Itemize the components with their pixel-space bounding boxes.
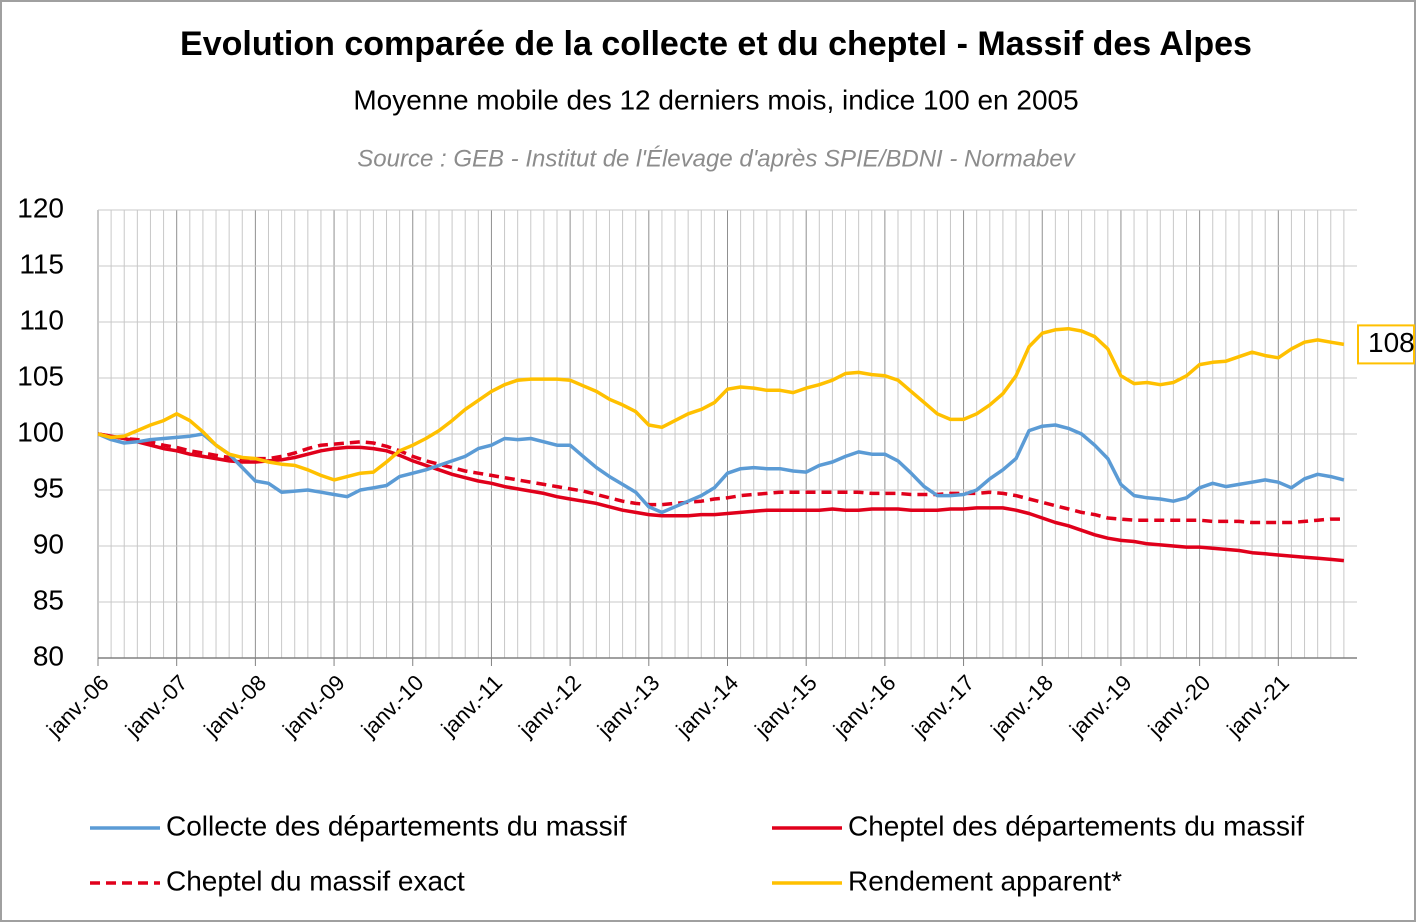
legend-label: Rendement apparent* xyxy=(848,865,1122,896)
series-line xyxy=(97,423,1345,515)
series-line xyxy=(97,432,1344,525)
y-tick-label: 110 xyxy=(19,304,64,335)
legend-label: Cheptel des départements du massif xyxy=(848,810,1304,841)
y-tick-label: 115 xyxy=(19,248,64,279)
chart-title: Evolution comparée de la collecte et du … xyxy=(180,25,1252,63)
y-tick-label: 100 xyxy=(17,416,64,447)
data-label: 108 xyxy=(1368,327,1415,358)
y-tick-label: 85 xyxy=(33,584,64,615)
y-tick-label: 105 xyxy=(17,360,64,391)
y-tick-label: 80 xyxy=(33,640,64,671)
series-line xyxy=(97,326,1345,482)
y-tick-label: 120 xyxy=(17,192,64,223)
legend-label: Cheptel du massif exact xyxy=(166,865,465,896)
legend-label: Collecte des départements du massif xyxy=(166,810,627,841)
series-line xyxy=(97,432,1345,563)
chart-source: Source : GEB - Institut de l'Élevage d'a… xyxy=(357,145,1076,172)
chart-subtitle: Moyenne mobile des 12 derniers mois, ind… xyxy=(353,84,1078,115)
y-tick-label: 90 xyxy=(33,528,64,559)
y-tick-label: 95 xyxy=(33,472,64,503)
data-label-box xyxy=(1357,324,1415,365)
